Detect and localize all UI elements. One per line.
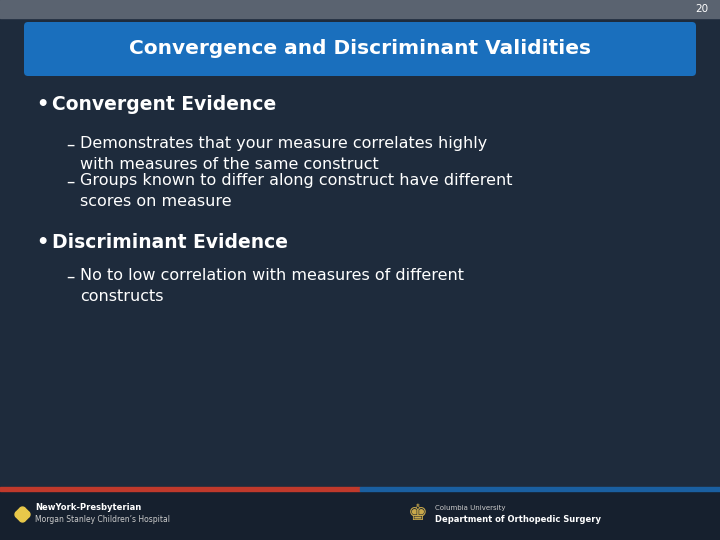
Bar	[0, 0, 720, 18]
Text: Convergence and Discriminant Validities: Convergence and Discriminant Validities	[129, 39, 591, 58]
Text: Convergent Evidence: Convergent Evidence	[52, 96, 276, 114]
Text: •: •	[36, 233, 48, 252]
Text: Discriminant Evidence: Discriminant Evidence	[52, 233, 288, 252]
Text: ♚: ♚	[408, 504, 428, 524]
Text: Department of Orthopedic Surgery: Department of Orthopedic Surgery	[435, 516, 601, 524]
Bar	[360, 487, 720, 491]
Bar	[0, 490, 720, 540]
Text: –: –	[66, 173, 74, 191]
Text: No to low correlation with measures of different
constructs: No to low correlation with measures of d…	[80, 268, 464, 304]
Text: Groups known to differ along construct have different
scores on measure: Groups known to differ along construct h…	[80, 173, 513, 209]
Text: 20: 20	[695, 4, 708, 14]
Text: NewYork-Presbyterian: NewYork-Presbyterian	[35, 503, 141, 512]
Text: Morgan Stanley Children’s Hospital: Morgan Stanley Children’s Hospital	[35, 516, 170, 524]
Text: Columbia University: Columbia University	[435, 505, 505, 511]
Bar	[0, 487, 360, 491]
Text: •: •	[36, 96, 48, 114]
Text: Demonstrates that your measure correlates highly
with measures of the same const: Demonstrates that your measure correlate…	[80, 136, 487, 172]
FancyBboxPatch shape	[24, 22, 696, 76]
Text: –: –	[66, 268, 74, 286]
Text: –: –	[66, 136, 74, 154]
